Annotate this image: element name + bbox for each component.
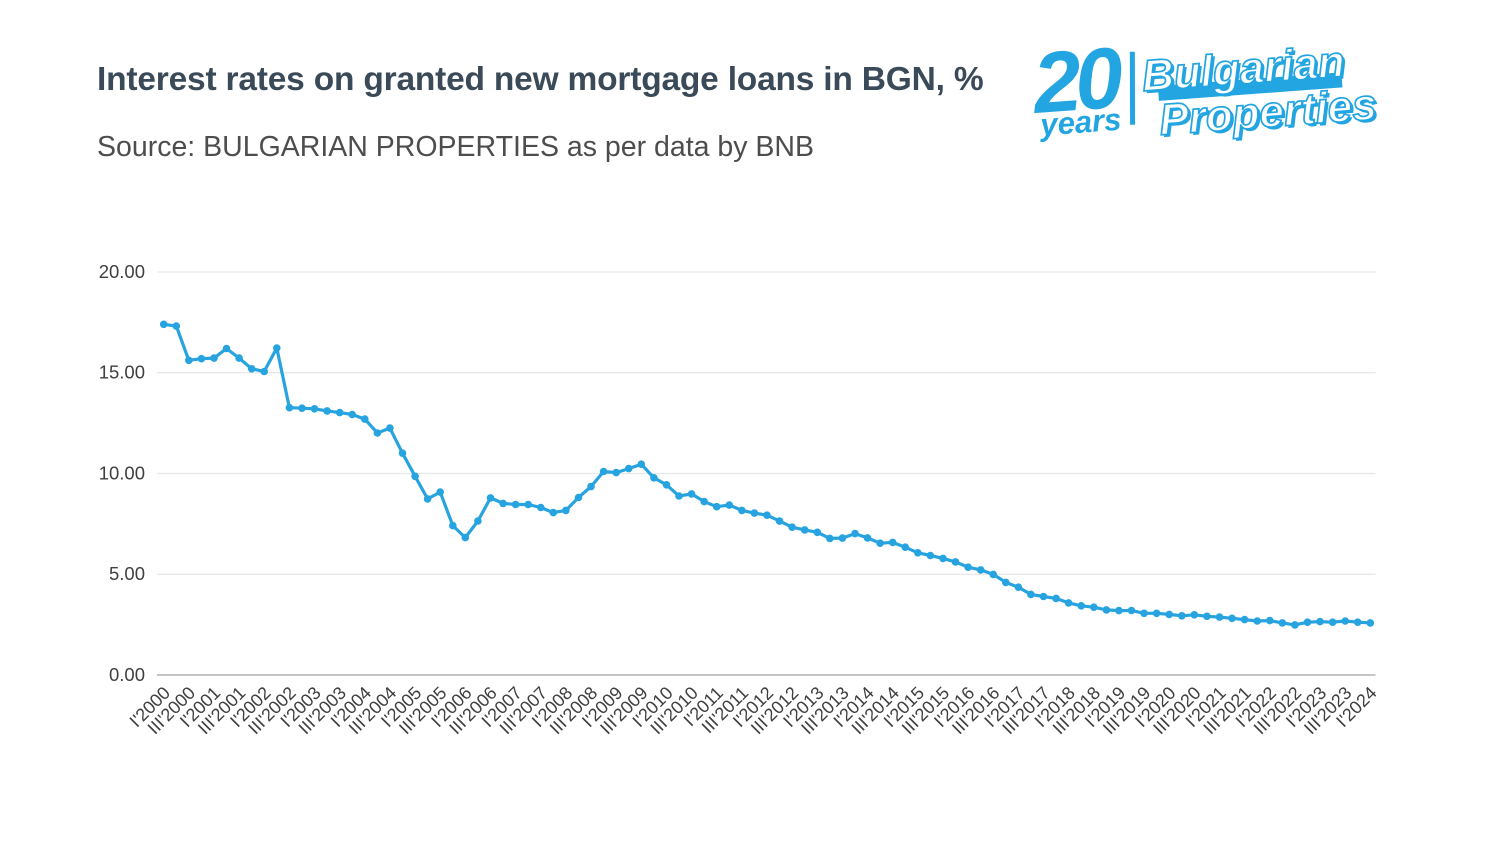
svg-text:5.00: 5.00 bbox=[109, 563, 145, 584]
svg-text:15.00: 15.00 bbox=[99, 362, 145, 383]
svg-text:10.00: 10.00 bbox=[99, 462, 145, 483]
svg-text:20.00: 20.00 bbox=[99, 261, 145, 282]
svg-text:0.00: 0.00 bbox=[109, 664, 145, 685]
